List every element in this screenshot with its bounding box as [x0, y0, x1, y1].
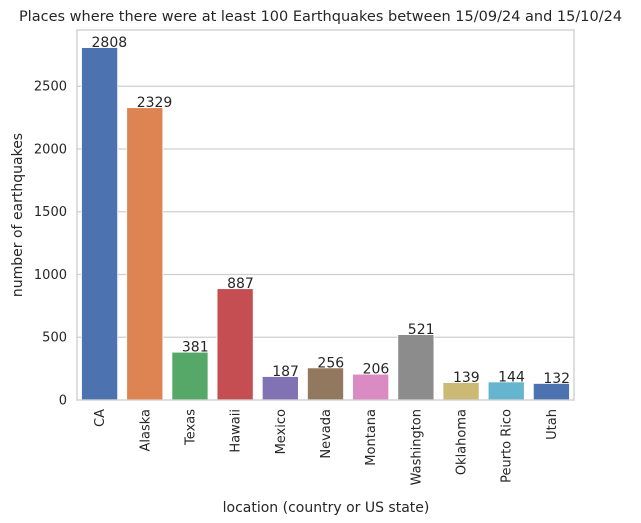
data-label: 381: [182, 340, 209, 356]
x-tick-label: Nevada: [319, 409, 334, 459]
bar-hawaii: [216, 288, 254, 401]
data-label: 132: [543, 371, 570, 387]
bar-nevada: [307, 367, 344, 401]
data-label: 206: [363, 362, 390, 378]
bar-washington: [397, 334, 435, 401]
x-tick-label: Mexico: [274, 409, 289, 454]
x-tick-label: Oklahoma: [455, 409, 470, 475]
x-tick-label: Texas: [183, 409, 198, 446]
plot-frame: [76, 29, 575, 401]
data-label: 256: [317, 355, 344, 371]
bars: [81, 47, 570, 401]
x-tick-label: CA: [93, 409, 108, 427]
x-tick-label: Montana: [364, 409, 379, 466]
bar-montana: [352, 373, 390, 401]
y-axis-label: number of earthquakes: [10, 133, 26, 297]
bar-texas: [171, 351, 209, 401]
data-label: 2808: [92, 35, 128, 51]
y-tick-label: 1000: [34, 268, 67, 283]
data-label: 139: [453, 370, 480, 386]
y-tick-label: 0: [59, 394, 67, 409]
x-tick-label: Utah: [545, 409, 560, 440]
bar-alaska: [126, 107, 164, 401]
y-tick-label: 2000: [34, 142, 67, 157]
x-tick-label: Washington: [409, 409, 424, 485]
data-label: 521: [408, 322, 435, 338]
data-labels: 2808 2329 381 887 187 256 206 521 139 144 132: [92, 35, 571, 387]
x-axis-ticks: CA Alaska Texas Hawaii Mexico Nevada Montana Wa…: [93, 409, 560, 486]
y-tick-label: 1500: [34, 205, 67, 220]
y-tick-label: 500: [42, 331, 67, 346]
x-tick-label: Alaska: [138, 409, 153, 452]
bar-mexico: [261, 376, 299, 401]
x-axis-label: location (country or US state): [223, 500, 430, 516]
y-tick-label: 2500: [34, 80, 67, 95]
x-tick-label: Peurto Rico: [500, 409, 515, 483]
chart-title: Places where there were at least 100 Ear…: [19, 9, 622, 25]
data-label: 187: [272, 364, 299, 380]
data-label: 2329: [137, 95, 173, 111]
x-tick-label: Hawaii: [229, 409, 244, 453]
data-label: 144: [498, 369, 525, 385]
bar-ca: [81, 47, 119, 401]
data-label: 887: [227, 276, 254, 292]
y-axis-ticks: 0 500 1000 1500 2000 2500: [34, 80, 67, 409]
